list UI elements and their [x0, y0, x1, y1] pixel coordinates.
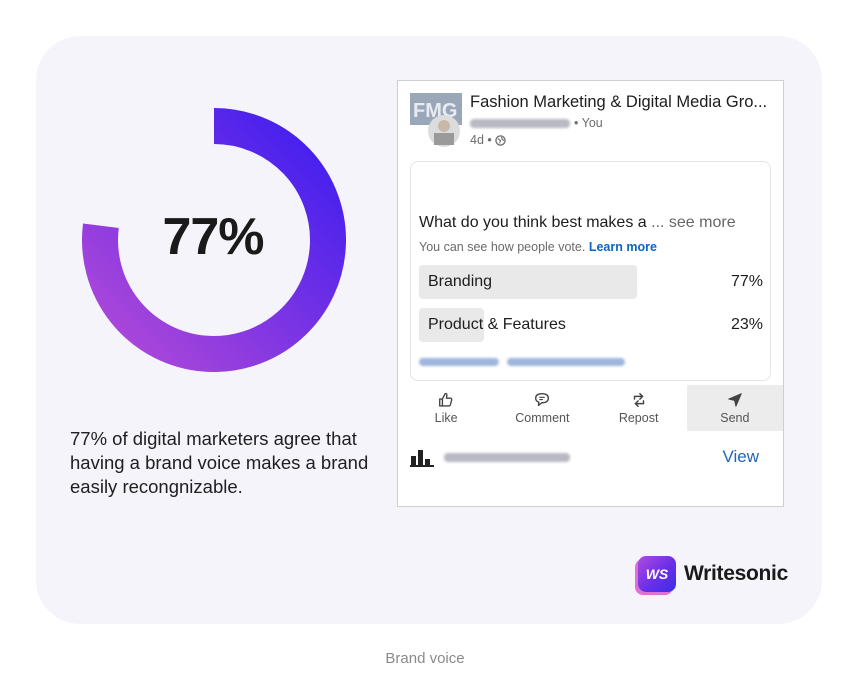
poll-note: You can see how people vote. Learn more	[419, 240, 657, 254]
poll-option-label: Product & Features	[428, 316, 566, 333]
redacted-poll-meta	[419, 358, 625, 366]
linkedin-post-card: FMG Fashion Marketing & Digital Media Gr…	[397, 80, 784, 507]
comment-icon	[535, 393, 550, 407]
group-name[interactable]: Fashion Marketing & Digital Media Gro...	[470, 93, 768, 111]
send-icon	[728, 393, 742, 407]
redacted-impressions	[444, 453, 570, 462]
learn-more-link[interactable]: Learn more	[588, 240, 657, 254]
repost-icon	[633, 392, 644, 408]
action-label: Send	[720, 411, 750, 425]
post-time-row: 4d •	[470, 133, 506, 147]
globe-icon	[495, 134, 506, 146]
donut-arc	[82, 108, 346, 372]
analytics-bar-icon	[410, 450, 434, 467]
poll-question-text: What do you think best makes a	[419, 214, 647, 231]
writesonic-wordmark: Writesonic	[684, 562, 788, 585]
poll-option-percent: 23%	[730, 316, 763, 333]
post-stats-row: View	[410, 443, 771, 473]
poll-box: What do you think best makes a ... see m…	[410, 161, 771, 381]
comment-button[interactable]: Comment	[494, 385, 590, 431]
post-action-bar: Like Comment Repost Send	[398, 385, 783, 431]
send-button[interactable]: Send	[686, 385, 783, 431]
stat-donut-chart	[82, 108, 346, 372]
poll-option-label: Branding	[428, 273, 493, 290]
poll-option-fill	[419, 265, 637, 299]
like-button[interactable]: Like	[398, 385, 494, 431]
action-label: Like	[434, 411, 458, 425]
author-suffix: • You	[574, 116, 603, 130]
see-more-link[interactable]: ... see more	[651, 214, 736, 231]
post-time: 4d •	[470, 133, 492, 147]
poll-option-percent: 77%	[730, 273, 763, 290]
writesonic-badge: WS	[638, 556, 676, 592]
stat-caption: 77% of digital marketers agree that havi…	[70, 428, 369, 497]
repost-button[interactable]: Repost	[591, 385, 687, 431]
poll-option-product-features[interactable]: Product & Features 23%	[419, 308, 763, 342]
poll-note-text: You can see how people vote.	[419, 240, 586, 254]
poll-option-branding[interactable]: Branding 77%	[419, 265, 763, 299]
figure-caption: Brand voice	[385, 650, 465, 667]
thumbs-up-icon	[439, 392, 453, 407]
action-label: Repost	[618, 411, 659, 425]
poll-option-fill	[419, 308, 484, 342]
author-row: • You	[470, 115, 603, 131]
stat-value: 77%	[162, 208, 264, 266]
writesonic-logo: WS Writesonic	[638, 556, 788, 592]
redacted-author-name	[470, 118, 570, 128]
view-analytics-link[interactable]: View	[722, 447, 759, 466]
redacted-vote-count	[419, 358, 499, 366]
group-avatar: FMG	[410, 93, 462, 147]
action-label: Comment	[515, 411, 570, 425]
poll-question: What do you think best makes a ... see m…	[419, 214, 736, 232]
redacted-time-left	[507, 358, 625, 366]
